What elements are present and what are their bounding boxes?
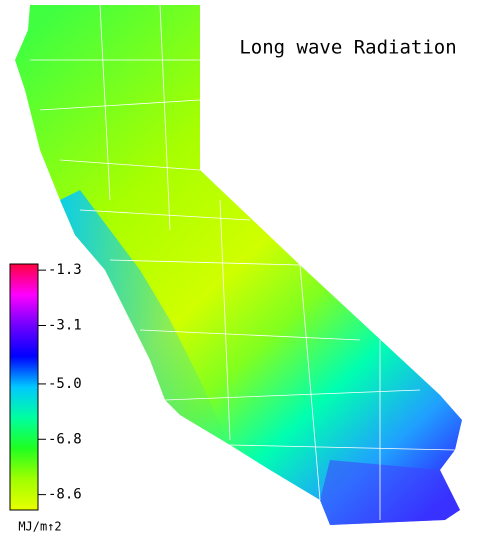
colorbar-tick-label: -6.8 — [48, 431, 82, 447]
colorbar-ramp — [9, 263, 39, 511]
colorbar-tick-label: -1.3 — [48, 262, 82, 278]
county-lines — [30, 4, 456, 520]
colorbar-tick-label: -8.6 — [48, 487, 82, 503]
desert-zone — [320, 460, 460, 525]
colorbar: MJ/m↑2 -1.3 -3.1 -5.0 -6.8 -8.6 — [9, 262, 82, 534]
colorbar-tick-label: -3.1 — [48, 318, 82, 334]
map-title: Long wave Radiation — [239, 37, 456, 59]
coastal-band — [60, 190, 230, 445]
colorbar-unit: MJ/m↑2 — [18, 520, 61, 534]
colorbar-tick-label: -5.0 — [48, 376, 82, 392]
state-shape — [15, 5, 462, 525]
california — [15, 4, 462, 525]
